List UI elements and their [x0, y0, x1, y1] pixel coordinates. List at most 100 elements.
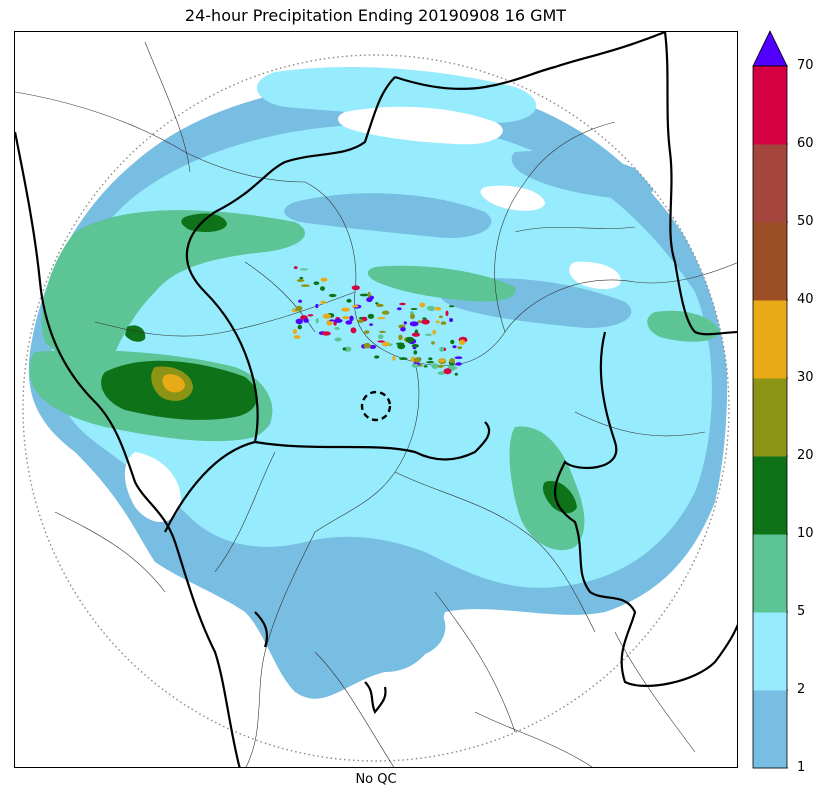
rain-cell [410, 356, 415, 363]
precipitation-colorbar [752, 30, 788, 769]
rain-cell [344, 346, 352, 352]
rain-cell [392, 355, 396, 361]
colorbar-border [752, 65, 788, 769]
rain-cell [409, 321, 419, 327]
colorbar-segment [753, 222, 787, 301]
rain-cell [399, 357, 408, 360]
colorbar-tick-label: 20 [797, 448, 814, 463]
rain-cell [431, 341, 435, 345]
precip-1-2-streak [511, 150, 658, 199]
rain-cell [449, 318, 453, 322]
precip-10-20-region [125, 325, 146, 342]
precip-2-5-streak [256, 67, 537, 123]
rain-cell [334, 318, 343, 323]
rain-cell [378, 334, 384, 340]
rain-cell [322, 313, 332, 319]
rain-cell [413, 357, 421, 363]
rain-cell [357, 319, 364, 323]
rain-cell [454, 356, 463, 360]
rain-cell [432, 329, 436, 335]
rain-cell [439, 346, 445, 352]
rain-cell [454, 372, 458, 376]
rain-cell [428, 305, 435, 312]
colorbar-tick-label: 30 [797, 370, 814, 385]
rain-cell [351, 285, 360, 291]
colorbar-segment [753, 690, 787, 769]
colorbar-segment [753, 300, 787, 379]
rain-cell [405, 336, 415, 343]
rain-cell [411, 332, 420, 337]
rain-cell [381, 310, 390, 315]
rain-cell [417, 320, 423, 324]
colorbar-tick-label: 1 [797, 760, 806, 775]
rain-cell [293, 266, 298, 270]
rain-cell [346, 298, 352, 303]
rain-cell [329, 319, 335, 322]
rain-cell [438, 358, 446, 363]
rain-cell [315, 317, 319, 324]
rain-cell [400, 327, 406, 332]
rain-cell [409, 311, 415, 315]
rain-cell [295, 318, 303, 325]
precipitation-field [28, 67, 728, 699]
rain-cell [303, 318, 309, 323]
rain-cell [428, 357, 433, 361]
rain-cell [379, 330, 386, 333]
rain-cell [395, 342, 405, 346]
colorbar-segment [753, 66, 787, 145]
rain-cell [398, 334, 403, 341]
precip-30-40-region [162, 374, 185, 393]
rain-cell [320, 286, 325, 291]
colorbar-tick-label: 60 [797, 136, 814, 151]
rain-cell [367, 313, 375, 319]
rain-cell [431, 363, 439, 369]
colorbar-tick-label: 70 [797, 58, 814, 73]
rain-cell [434, 306, 442, 311]
map-canvas [15, 32, 737, 767]
no-precip-gap [338, 106, 503, 145]
rain-cell [376, 303, 384, 307]
rain-cell [293, 335, 301, 339]
precip-10-20-region [181, 213, 227, 232]
no-precip-gap [480, 185, 545, 211]
rain-cell [448, 305, 455, 308]
rain-cell [307, 314, 314, 317]
rain-cell [299, 276, 304, 280]
colorbar-tick-label: 2 [797, 682, 806, 697]
rain-cell [382, 341, 390, 347]
rain-cell [328, 293, 337, 298]
rain-cell [421, 319, 430, 325]
rain-cell [377, 340, 385, 343]
colorbar-segment [753, 144, 787, 223]
rain-cell [299, 268, 308, 271]
rain-cell [364, 330, 370, 334]
rain-cell [298, 299, 302, 303]
rain-cell [363, 342, 371, 349]
colorbar-tick-label: 5 [797, 604, 806, 619]
rain-cell [426, 361, 435, 364]
rain-cell [359, 293, 369, 297]
rain-cell [292, 329, 298, 334]
rain-cell [423, 365, 428, 368]
rain-cell [443, 368, 452, 375]
rain-cell [399, 302, 406, 306]
rain-cell [375, 302, 379, 305]
rain-cell [411, 344, 419, 348]
rain-cell [349, 315, 354, 322]
colorbar-segment [753, 378, 787, 457]
rain-cell [297, 324, 302, 330]
rain-cell [411, 363, 419, 368]
rain-cell [320, 300, 326, 305]
map-title: 24-hour Precipitation Ending 20190908 16… [184, 6, 567, 25]
rain-cell [419, 302, 426, 308]
rain-cell [334, 337, 342, 342]
colorbar-tick-label: 40 [797, 292, 814, 307]
map-caption: No QC [355, 772, 397, 787]
radar-range-ring [22, 54, 730, 762]
rain-cell [345, 320, 353, 325]
rain-cell [440, 321, 447, 325]
rain-cell [450, 339, 455, 345]
rain-cell [452, 345, 457, 349]
rain-cell [374, 355, 380, 359]
rain-cell [410, 313, 415, 320]
